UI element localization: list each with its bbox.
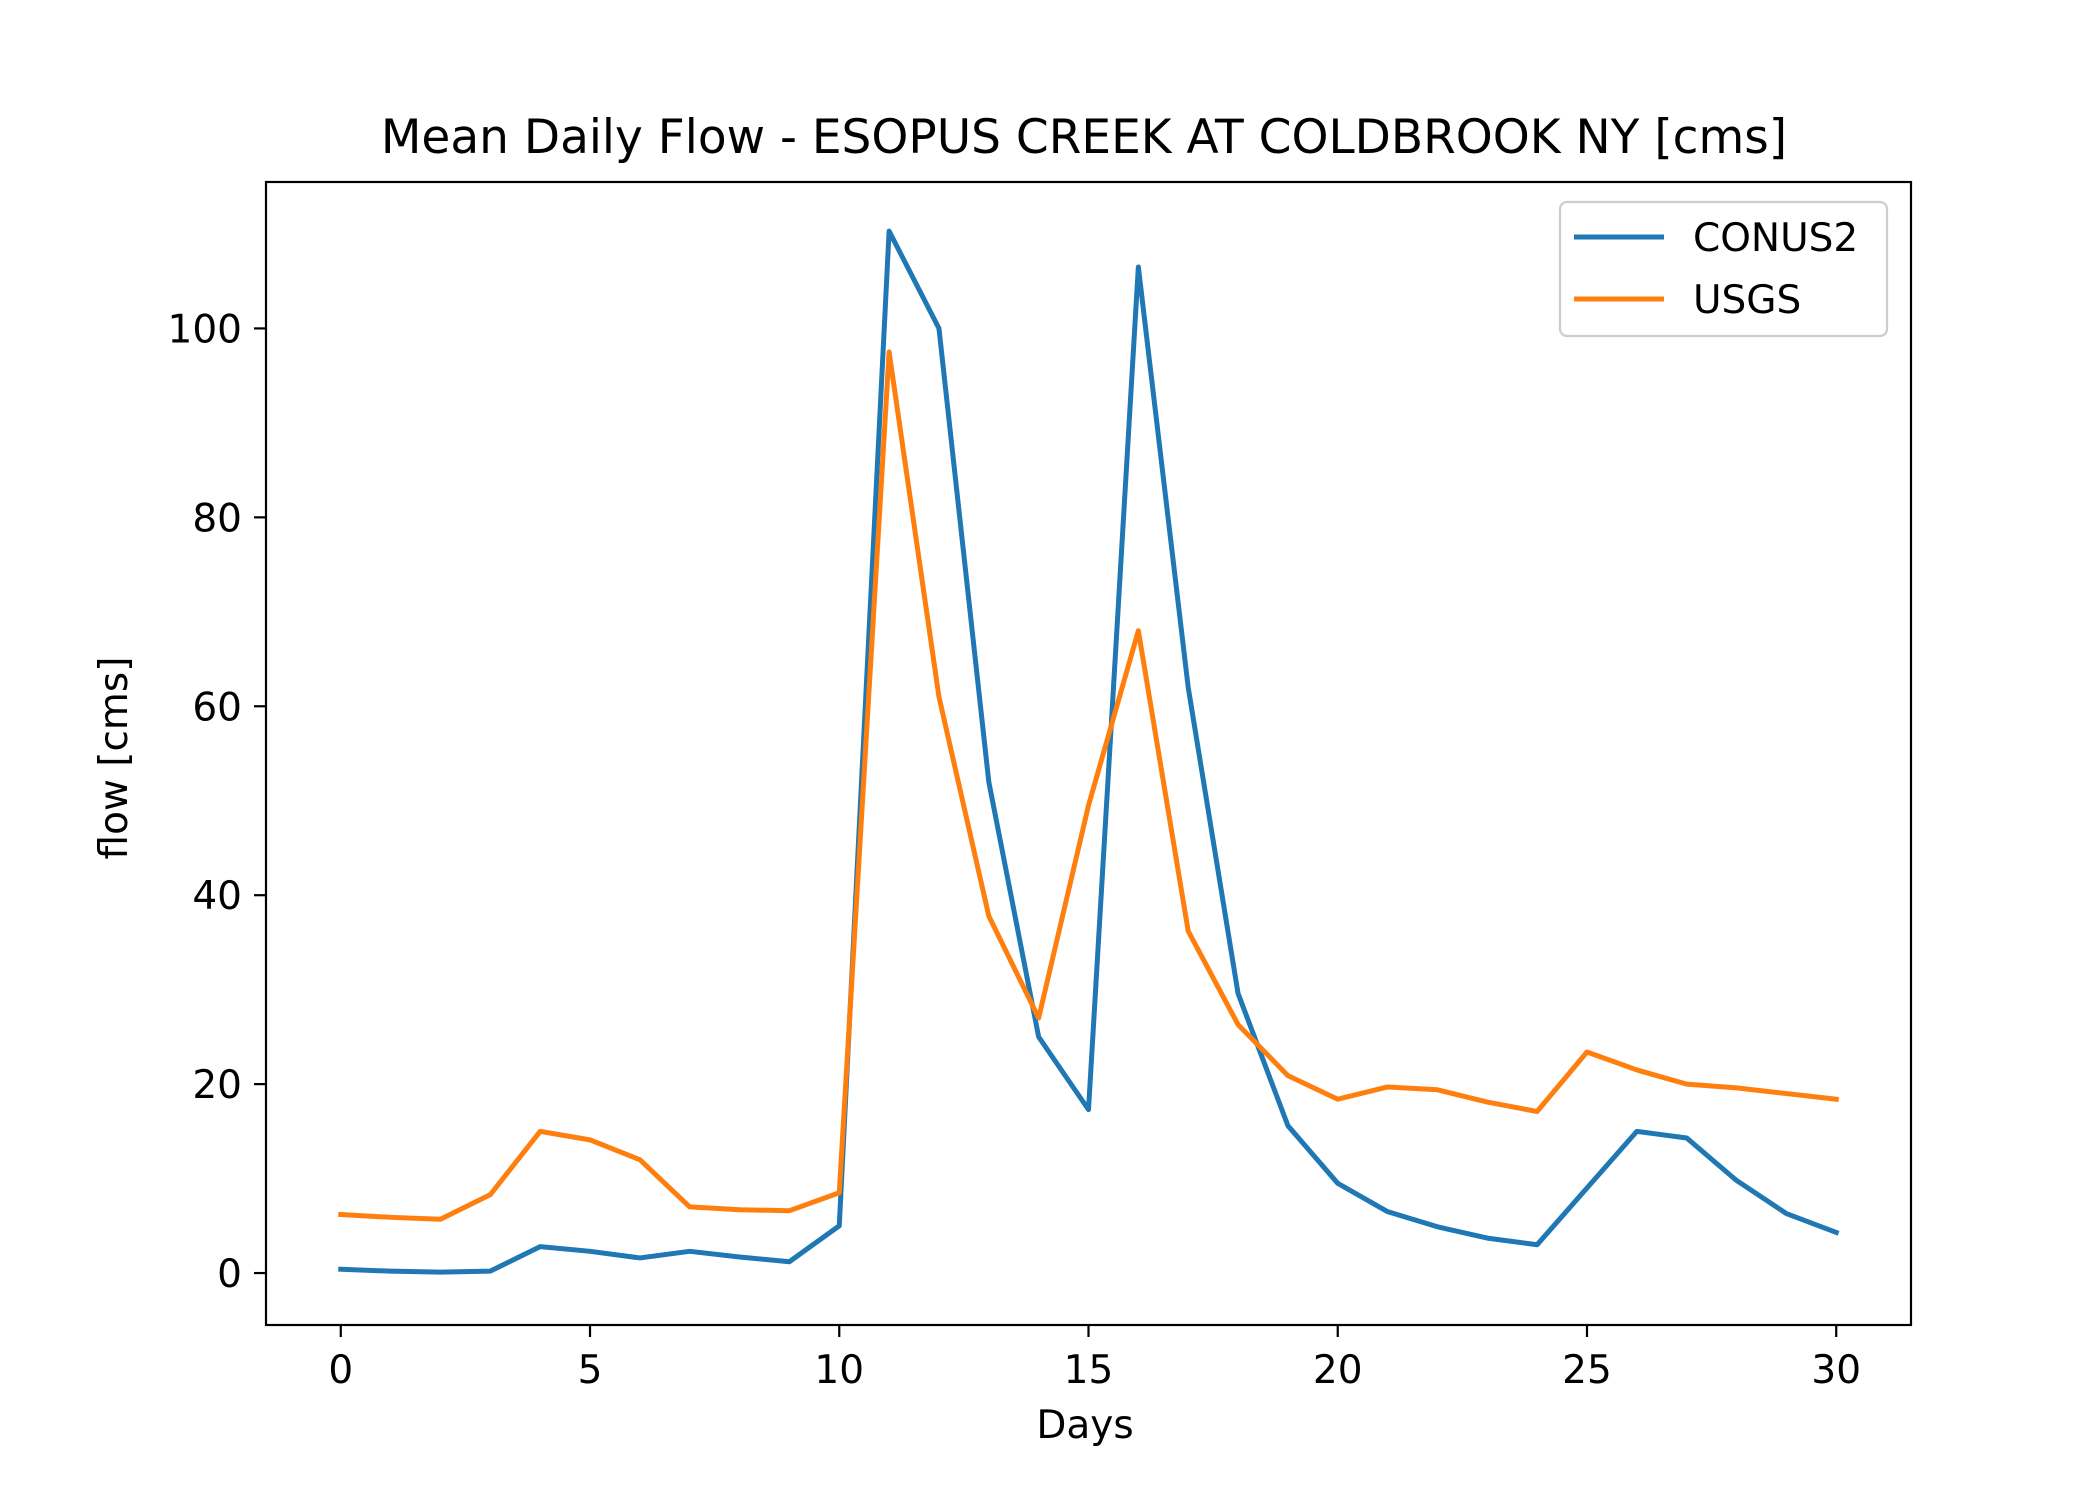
plot-frame [264, 180, 1913, 1327]
x-tick-label: 10 [814, 1348, 864, 1393]
plot-border [264, 180, 1913, 1327]
legend: CONUS2 USGS [1558, 200, 1889, 338]
x-tick-label: 30 [1811, 1348, 1861, 1393]
series-line-conus2 [338, 228, 1840, 1275]
legend-label-usgs: USGS [1693, 278, 1801, 323]
x-tick-label: 0 [328, 1348, 353, 1393]
y-tick-label: 0 [217, 1252, 242, 1297]
series-lines [338, 228, 1840, 1275]
x-tick-label: 20 [1313, 1348, 1363, 1393]
y-tick-label: 40 [192, 874, 242, 919]
y-tick-label: 60 [192, 685, 242, 730]
x-axis-title: Days [1036, 1403, 1133, 1448]
y-axis-title: flow [cms] [92, 657, 137, 860]
x-tick-label: 25 [1562, 1348, 1612, 1393]
x-tick-label: 5 [578, 1348, 603, 1393]
axes: 0 5 10 15 20 25 30 0 20 40 60 80 100 [168, 307, 1862, 1393]
legend-label-conus2: CONUS2 [1693, 216, 1858, 261]
chart-title: Mean Daily Flow - ESOPUS CREEK AT COLDBR… [381, 110, 1787, 165]
y-tick-label: 100 [168, 307, 242, 352]
series-line-usgs [338, 349, 1839, 1222]
y-tick-label: 20 [192, 1063, 242, 1108]
y-tick-label: 80 [192, 496, 242, 541]
x-tick-label: 15 [1064, 1348, 1114, 1393]
